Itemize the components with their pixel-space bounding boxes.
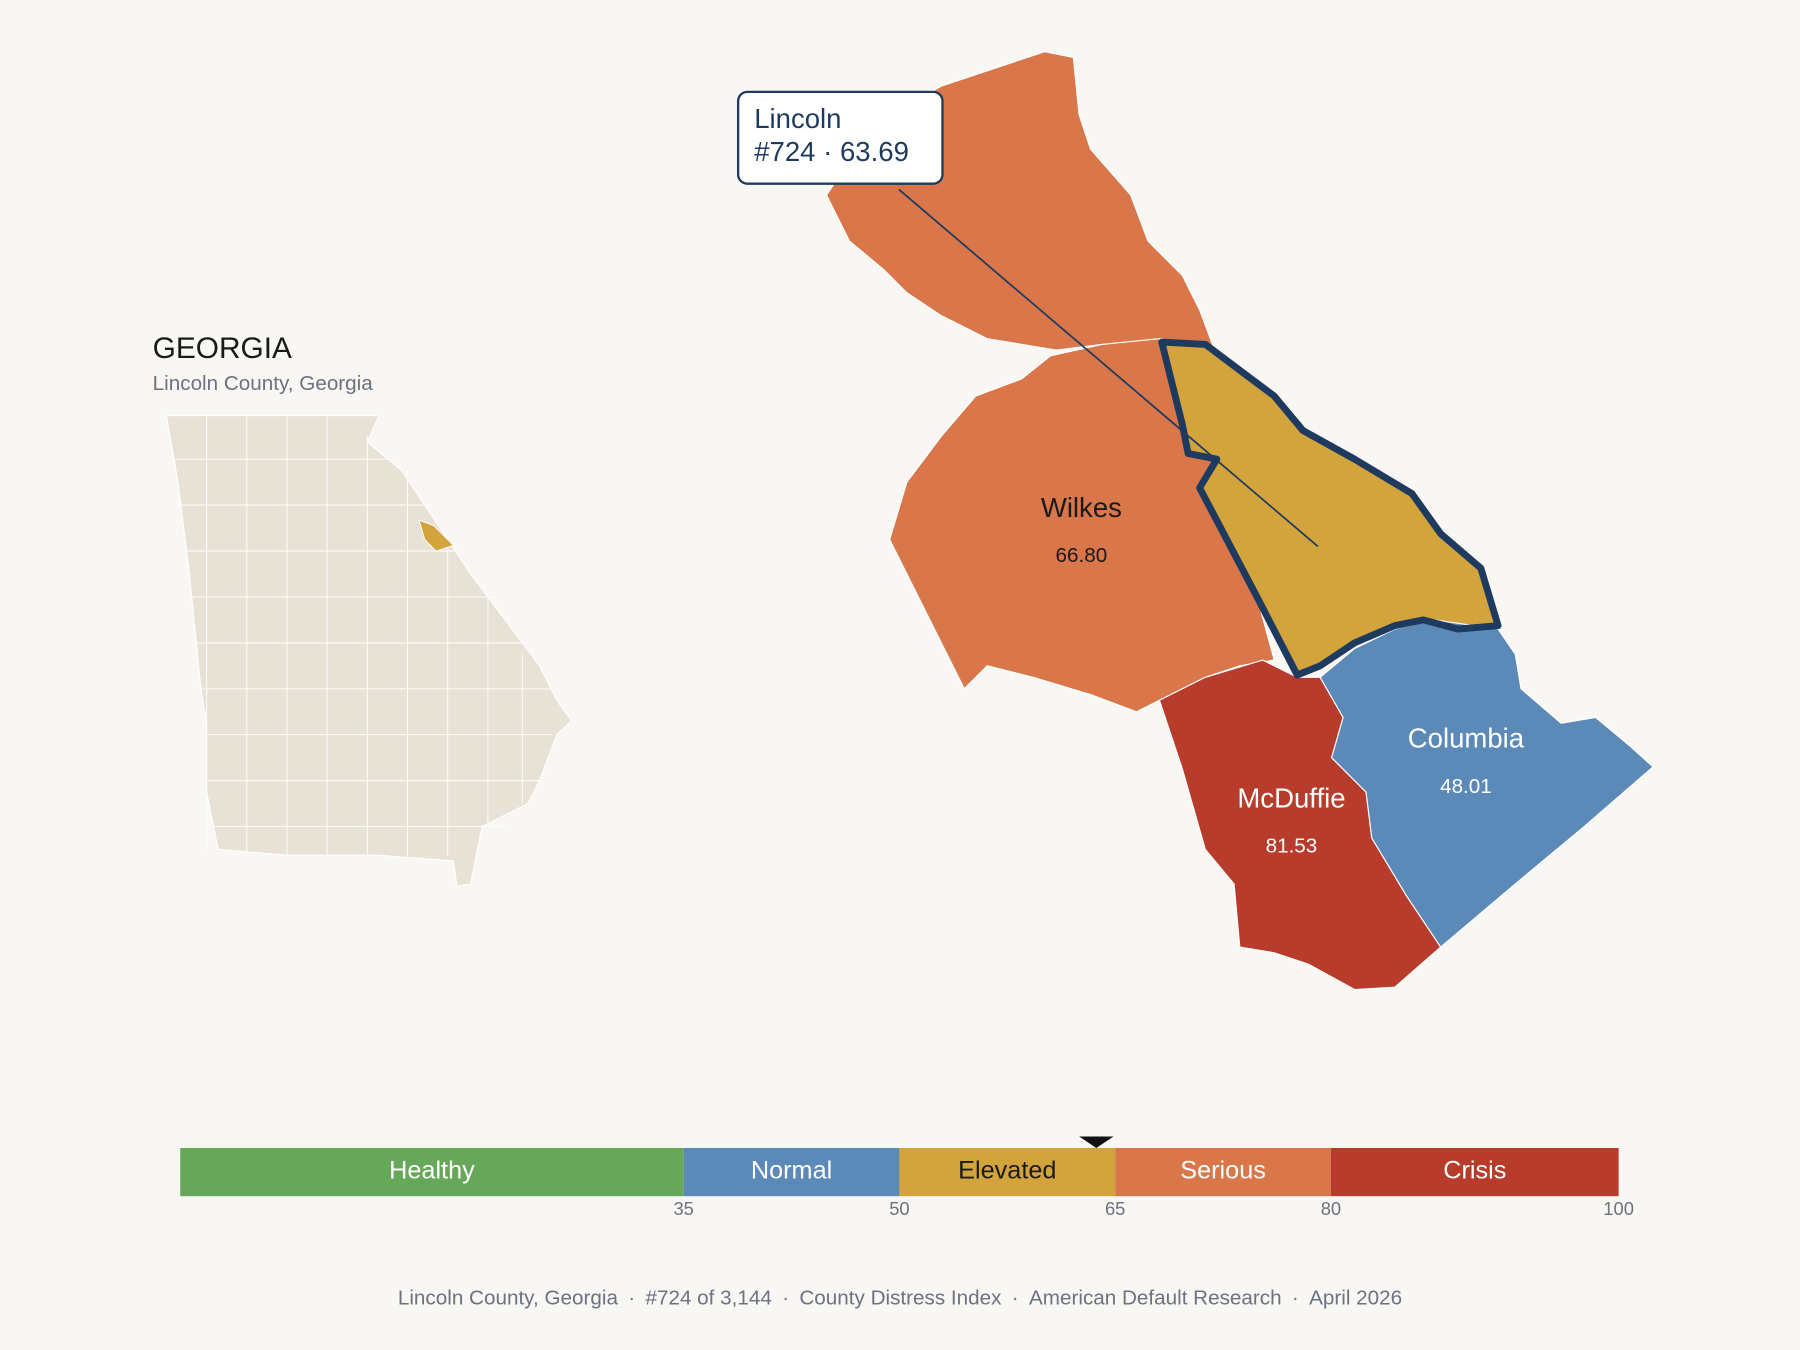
footer-separator: · <box>618 1287 646 1310</box>
legend-band-label: Serious <box>1180 1157 1266 1185</box>
state-subtitle: Lincoln County, Georgia <box>153 372 374 395</box>
footer-part: #724 of 3,144 <box>645 1287 771 1310</box>
state-county-lines <box>172 415 552 856</box>
county-layer: Wilkes 66.80 McDuffie 81.53 Columbia 48.01 <box>889 338 1654 991</box>
footer-part: American Default Research <box>1029 1287 1282 1310</box>
legend-band <box>683 1147 900 1197</box>
footer: Lincoln County, Georgia · #724 of 3,144 … <box>398 1287 1402 1310</box>
legend-tick-label: 35 <box>673 1198 693 1219</box>
county-name: Columbia <box>1408 723 1525 754</box>
tooltip-detail: #724 · 63.69 <box>754 136 909 167</box>
county-value: 81.53 <box>1266 835 1318 858</box>
legend-tick-label: 80 <box>1321 1198 1341 1219</box>
tooltip-name: Lincoln <box>754 103 841 134</box>
footer-part: County Distress Index <box>799 1287 1002 1310</box>
footer-part: April 2026 <box>1309 1287 1402 1310</box>
legend-tick-label: 65 <box>1105 1198 1125 1219</box>
legend-band-label: Normal <box>751 1157 832 1185</box>
footer-separator: · <box>772 1287 800 1310</box>
county <box>1319 619 1654 948</box>
legend: Healthy Normal Elevated Serious Crisis 35 50 65… <box>180 1136 1634 1219</box>
legend-band <box>899 1147 1116 1197</box>
legend-tick-label: 100 <box>1603 1198 1634 1219</box>
county-value: 48.01 <box>1440 775 1492 798</box>
legend-band-label: Healthy <box>389 1157 475 1185</box>
legend-band-label: Elevated <box>958 1157 1056 1185</box>
county-name: McDuffie <box>1237 782 1345 813</box>
state-outline <box>165 414 573 887</box>
legend-marker <box>1079 1136 1114 1148</box>
state-title: GEORGIA <box>153 332 292 365</box>
legend-band <box>1115 1147 1331 1197</box>
legend-band-label: Crisis <box>1443 1157 1506 1185</box>
legend-tick-label: 50 <box>889 1198 909 1219</box>
tooltip-leader <box>898 188 1319 548</box>
footer-separator: · <box>1282 1287 1310 1310</box>
selected-outline <box>1158 338 1502 679</box>
footer-separator: · <box>1001 1287 1029 1310</box>
tooltip-box <box>736 90 944 185</box>
legend-band <box>180 1147 684 1197</box>
county-value: 66.80 <box>1056 544 1108 567</box>
footer-part: Lincoln County, Georgia <box>398 1287 619 1310</box>
state-highlight-county <box>418 519 455 552</box>
county-name: Wilkes <box>1041 492 1122 523</box>
legend-band <box>1330 1147 1619 1197</box>
